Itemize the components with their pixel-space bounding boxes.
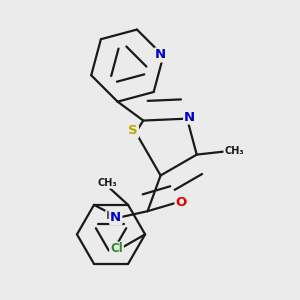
Text: N: N <box>184 110 195 124</box>
Text: N: N <box>155 49 166 62</box>
Text: H: H <box>106 211 115 221</box>
Text: Cl: Cl <box>110 242 123 256</box>
Text: N: N <box>110 211 122 224</box>
Text: S: S <box>128 124 138 137</box>
Text: O: O <box>176 196 187 209</box>
Text: CH₃: CH₃ <box>97 178 117 188</box>
Text: CH₃: CH₃ <box>224 146 244 156</box>
